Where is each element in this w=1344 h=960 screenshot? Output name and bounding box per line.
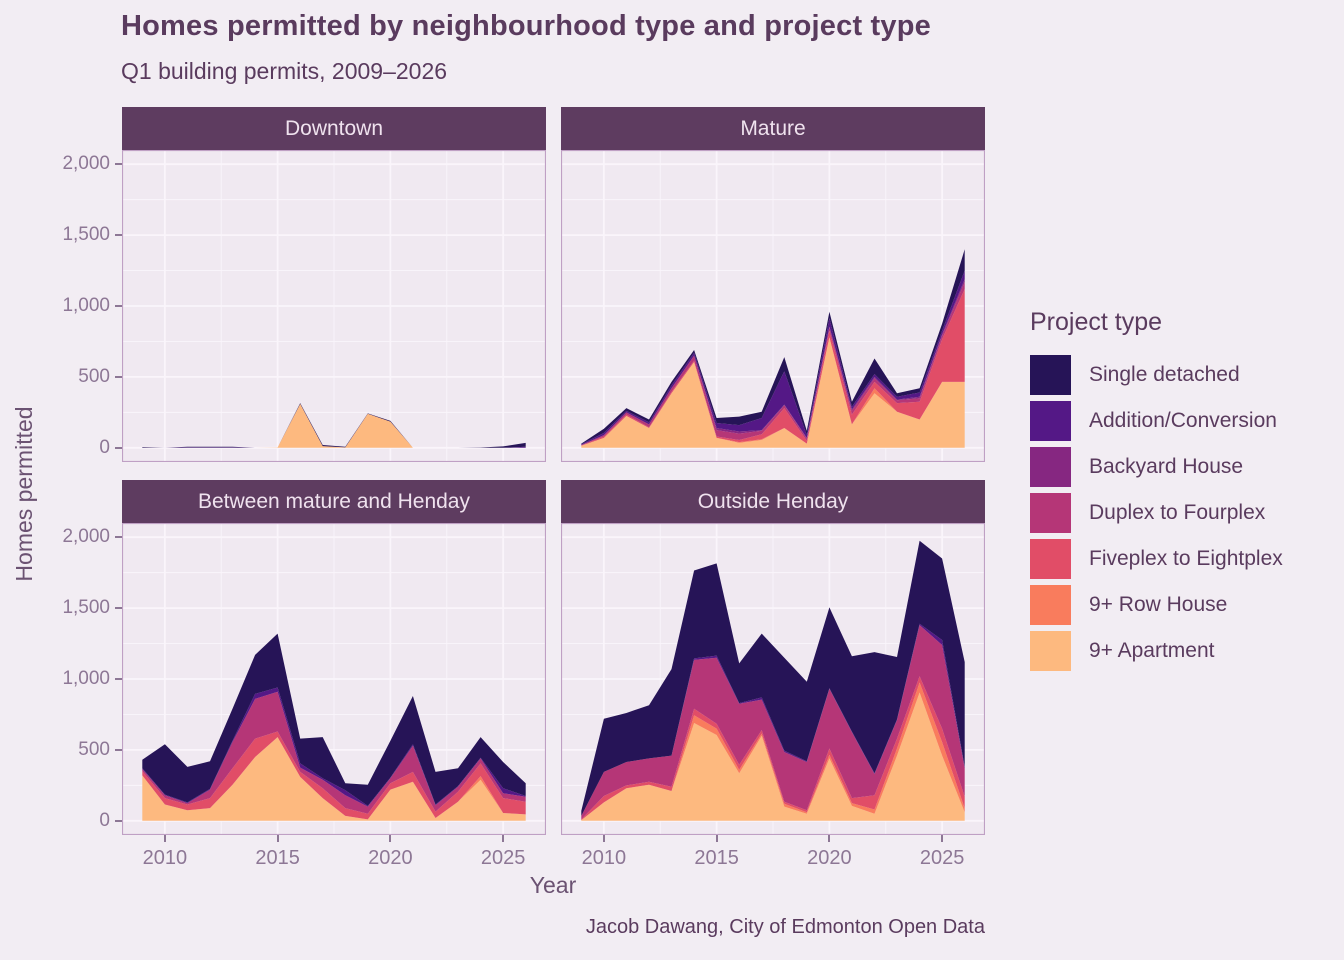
- legend-swatch: [1030, 539, 1071, 579]
- legend-label: Backyard House: [1089, 455, 1244, 478]
- legend-items: Single detached Addition/Conversion Backya…: [1030, 355, 1340, 671]
- y-tick-label: 0: [99, 809, 110, 831]
- area-series-duplex-to-fourplex: [142, 691, 526, 814]
- y-tick-mark: [115, 678, 122, 680]
- x-tick-mark: [502, 835, 505, 842]
- x-tick-mark: [941, 835, 944, 842]
- x-tick-label: 2015: [255, 847, 300, 869]
- area-series-9-apartment: [581, 337, 965, 448]
- legend-item: Backyard House: [1030, 447, 1340, 487]
- y-tick-label: 2,000: [62, 526, 110, 548]
- legend-swatch: [1030, 631, 1071, 671]
- y-tick-mark: [115, 163, 122, 166]
- legend-item: Addition/Conversion: [1030, 401, 1340, 441]
- area-series-fiveplex-to-eightplex: [142, 731, 526, 820]
- legend-item: Fiveplex to Eightplex: [1030, 539, 1340, 579]
- y-axis-title: Homes permitted: [11, 406, 37, 582]
- legend-label: Addition/Conversion: [1089, 409, 1277, 432]
- area-series-single-detached: [581, 540, 965, 816]
- x-tick-mark: [828, 835, 831, 842]
- legend-label: Fiveplex to Eightplex: [1089, 547, 1283, 570]
- y-tick-label: 2,000: [62, 153, 110, 175]
- area-series-duplex-to-fourplex: [581, 625, 965, 820]
- chart-subtitle: Q1 building permits, 2009–2026: [121, 58, 448, 84]
- facet-panel-mature: [561, 150, 985, 462]
- panel-border: [561, 150, 985, 462]
- panel-border: [561, 523, 985, 835]
- x-tick-mark: [715, 835, 718, 842]
- x-tick-mark: [602, 835, 605, 842]
- legend-swatch: [1030, 355, 1071, 395]
- y-tick-mark: [115, 819, 122, 822]
- page-title: Homes permitted by neighbourhood type an…: [121, 10, 931, 42]
- x-axis-title: Year: [529, 872, 577, 898]
- x-tick-label: 2010: [142, 847, 188, 869]
- x-tick-label: 2025: [919, 847, 965, 869]
- y-tick-mark: [115, 607, 122, 610]
- panel-border: [122, 150, 546, 462]
- x-tick-mark: [389, 835, 392, 842]
- facet-panel-outside: [561, 523, 985, 835]
- x-tick-label: 2020: [807, 847, 852, 869]
- area-series-addition-conversion: [581, 270, 965, 445]
- y-tick-label: 1,500: [62, 597, 110, 619]
- legend-title: Project type: [1030, 308, 1163, 336]
- y-tick-label: 1,000: [62, 295, 110, 316]
- legend-label: Duplex to Fourplex: [1089, 501, 1266, 524]
- legend-swatch: [1030, 493, 1071, 533]
- y-tick-mark: [115, 536, 122, 539]
- facet-strip-between: Between mature and Henday: [122, 480, 546, 523]
- facet-strip-label: Between mature and Henday: [197, 489, 470, 513]
- y-tick-mark: [115, 748, 122, 751]
- x-tick-label: 2015: [694, 847, 739, 869]
- legend-swatch: [1030, 585, 1071, 625]
- legend-swatch: [1030, 447, 1071, 487]
- facet-strip-label: Outside Henday: [697, 489, 849, 513]
- facet-strip-label: Downtown: [284, 116, 384, 140]
- area-series-9-apartment: [142, 737, 526, 821]
- y-tick-mark: [115, 375, 122, 378]
- facet-panel-downtown: [122, 150, 546, 462]
- legend-item: Duplex to Fourplex: [1030, 493, 1340, 533]
- y-tick-label: 1,500: [62, 224, 110, 246]
- facet-strip-downtown: Downtown: [122, 107, 546, 150]
- x-tick-mark: [163, 835, 166, 842]
- caption: Jacob Dawang, City of Edmonton Open Data: [585, 916, 985, 938]
- y-tick-label: 0: [99, 436, 110, 458]
- legend-swatch: [1030, 401, 1071, 441]
- facet-strip-label: Mature: [740, 116, 806, 140]
- y-tick-mark: [115, 234, 122, 237]
- legend-item: 9+ Apartment: [1030, 631, 1340, 671]
- legend-item: 9+ Row House: [1030, 585, 1340, 625]
- legend: Project type Single detached Addition/Con…: [1030, 308, 1340, 677]
- x-tick-label: 2020: [368, 847, 413, 869]
- y-tick-label: 500: [78, 365, 110, 387]
- facet-panel-between: [122, 523, 546, 835]
- y-tick-mark: [115, 305, 122, 307]
- x-tick-label: 2025: [480, 847, 526, 869]
- x-tick-mark: [276, 835, 279, 842]
- x-tick-label: 2010: [581, 847, 627, 869]
- facet-strip-outside: Outside Henday: [561, 480, 985, 523]
- panel-border: [122, 523, 546, 835]
- area-series-9-apartment: [581, 692, 965, 821]
- legend-label: 9+ Row House: [1089, 593, 1228, 616]
- facet-strip-mature: Mature: [561, 107, 985, 150]
- legend-item: Single detached: [1030, 355, 1340, 395]
- legend-label: Single detached: [1089, 363, 1240, 386]
- y-tick-label: 500: [78, 738, 110, 760]
- y-tick-mark: [115, 446, 122, 449]
- area-series-single-detached: [142, 633, 526, 806]
- y-tick-label: 1,000: [62, 668, 110, 689]
- legend-label: 9+ Apartment: [1089, 639, 1215, 662]
